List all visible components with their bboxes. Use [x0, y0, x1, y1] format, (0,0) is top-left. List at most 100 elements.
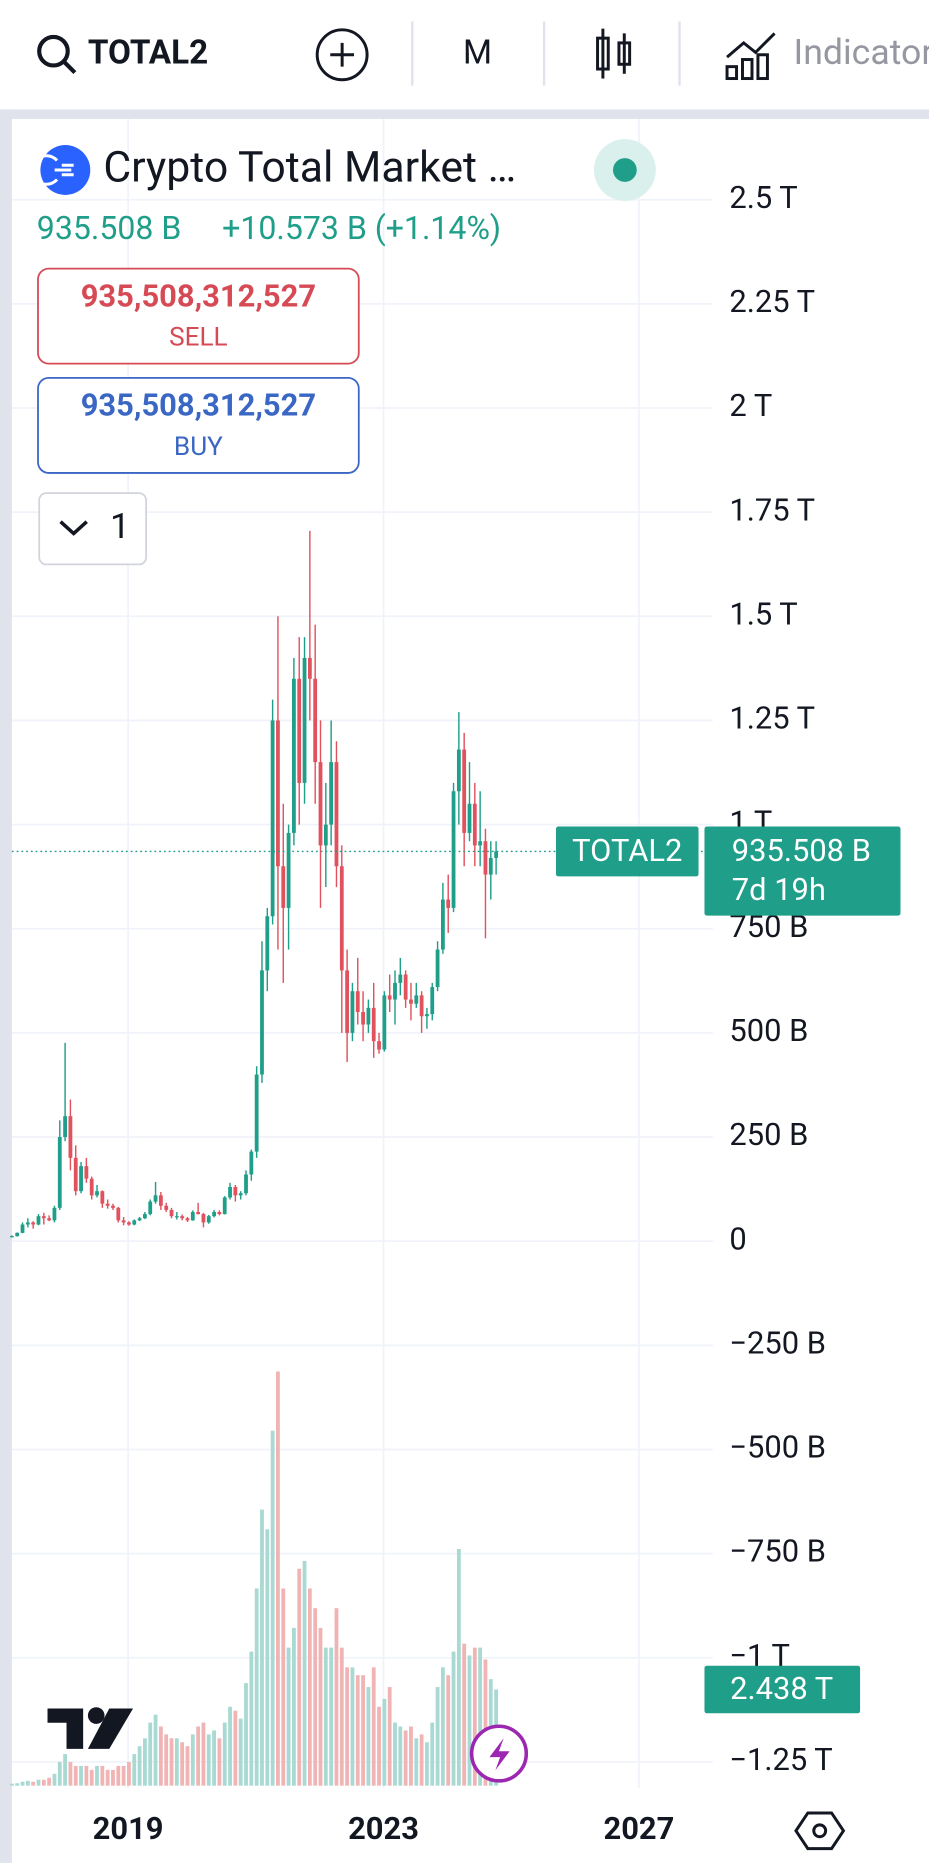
- candle-body: [206, 1216, 211, 1223]
- volume-bar: [158, 1726, 163, 1786]
- y-tick-label: 1.5 T: [729, 595, 797, 632]
- indicators-icon[interactable]: [725, 32, 776, 81]
- chart-title[interactable]: Crypto Total Market …: [103, 142, 516, 192]
- candle-body: [95, 1191, 99, 1196]
- candle-body: [339, 866, 344, 971]
- volume-bar: [196, 1726, 201, 1786]
- legend: Crypto Total Market … 935.508 B +10.573 …: [30, 139, 656, 566]
- candle-body: [249, 1151, 254, 1175]
- volume-bar: [456, 1549, 461, 1786]
- candle-body: [201, 1214, 206, 1223]
- sell-price: 935,508,312,527: [81, 277, 316, 314]
- volume-bar: [478, 1647, 483, 1786]
- candle-body: [286, 832, 291, 908]
- candle-body: [329, 762, 334, 825]
- toolbar-divider: [0, 109, 929, 119]
- candle-body: [180, 1216, 185, 1219]
- y-tick-label: 2.5 T: [729, 179, 797, 216]
- candle-body: [361, 1012, 365, 1025]
- y-tick-label: 500 B: [729, 1012, 808, 1049]
- chart-type-button[interactable]: [596, 28, 632, 79]
- add-symbol-button[interactable]: [315, 28, 369, 82]
- volume-bar: [164, 1734, 169, 1786]
- candle-body: [217, 1212, 222, 1215]
- candle-body: [302, 657, 307, 783]
- market-status-dot: [612, 158, 637, 182]
- volume-bar: [329, 1647, 334, 1786]
- candle-body: [462, 749, 467, 833]
- volume-bar: [462, 1643, 467, 1786]
- candle-body: [36, 1216, 41, 1225]
- volume-bar: [89, 1769, 94, 1786]
- volume-bar: [313, 1608, 318, 1786]
- candle-body: [20, 1224, 25, 1233]
- volume-bar: [270, 1430, 275, 1786]
- candle-body: [25, 1222, 30, 1225]
- y-tick-label: 1.25 T: [729, 700, 815, 737]
- volume-bar: [318, 1627, 323, 1786]
- symbol-tag-label: TOTAL2: [572, 832, 682, 869]
- volume-bar: [435, 1687, 440, 1786]
- candle-body: [158, 1195, 163, 1206]
- volume-bar: [430, 1722, 435, 1786]
- symbol[interactable]: TOTAL2: [88, 34, 208, 73]
- candle-body: [371, 1007, 376, 1042]
- price-tag: [704, 826, 901, 916]
- candle-body: [323, 824, 328, 846]
- volume-bar: [73, 1765, 78, 1786]
- volume-bar: [212, 1730, 216, 1786]
- volume-bar: [260, 1509, 264, 1786]
- volume-bar: [276, 1371, 280, 1786]
- x-tick-label: 2027: [603, 1810, 674, 1847]
- buy-button[interactable]: [37, 377, 360, 474]
- price-change: +10.573 B (+1.14%): [222, 209, 501, 247]
- volume-bar: [297, 1568, 302, 1786]
- volume-bar: [302, 1560, 307, 1786]
- volume-bar: [116, 1765, 121, 1786]
- countdown-label: 7d 19h: [732, 871, 826, 908]
- candle-body: [387, 995, 392, 1000]
- buy-price: 935,508,312,527: [81, 387, 316, 424]
- y-tick-label: −750 B: [729, 1533, 826, 1570]
- candle-body: [398, 974, 403, 983]
- interval-button[interactable]: M: [463, 34, 492, 73]
- volume-bar: [9, 1783, 14, 1786]
- candle-body: [121, 1220, 126, 1223]
- volume-bar: [249, 1651, 254, 1786]
- y-tick-label: −250 B: [729, 1324, 826, 1361]
- volume-bar: [403, 1730, 408, 1786]
- volume-bar: [233, 1710, 238, 1786]
- studies-toggle[interactable]: [38, 492, 148, 566]
- volume-bar: [132, 1754, 137, 1786]
- volume-bar: [206, 1734, 211, 1786]
- y-tick-label: 250 B: [729, 1116, 808, 1153]
- volume-bar: [153, 1714, 158, 1786]
- left-border: [0, 109, 12, 1863]
- search-icon[interactable]: [37, 34, 70, 68]
- volume-bar: [36, 1779, 41, 1786]
- tradingview-logo[interactable]: [47, 1707, 134, 1749]
- volume-bar: [350, 1667, 355, 1786]
- candle-body: [350, 991, 355, 1033]
- candle-body: [228, 1187, 232, 1198]
- volume-bar: [467, 1655, 472, 1786]
- candle-body: [190, 1212, 195, 1221]
- indicators-button[interactable]: Indicators: [794, 31, 929, 73]
- candle-body: [297, 678, 302, 783]
- volume-bar: [84, 1765, 89, 1786]
- volume-bar: [425, 1742, 429, 1786]
- volume-bar: [111, 1769, 115, 1786]
- candle-body: [456, 749, 461, 792]
- sell-button[interactable]: [37, 267, 360, 365]
- volume-bar: [137, 1746, 142, 1786]
- settings-button[interactable]: [794, 1811, 846, 1851]
- candle-body: [105, 1203, 110, 1206]
- candle-body: [451, 791, 456, 908]
- candle-body: [414, 995, 419, 1004]
- candle-body: [174, 1216, 179, 1218]
- volume-bar: [121, 1765, 126, 1786]
- volume-bar: [100, 1765, 105, 1786]
- candle-body: [292, 678, 296, 833]
